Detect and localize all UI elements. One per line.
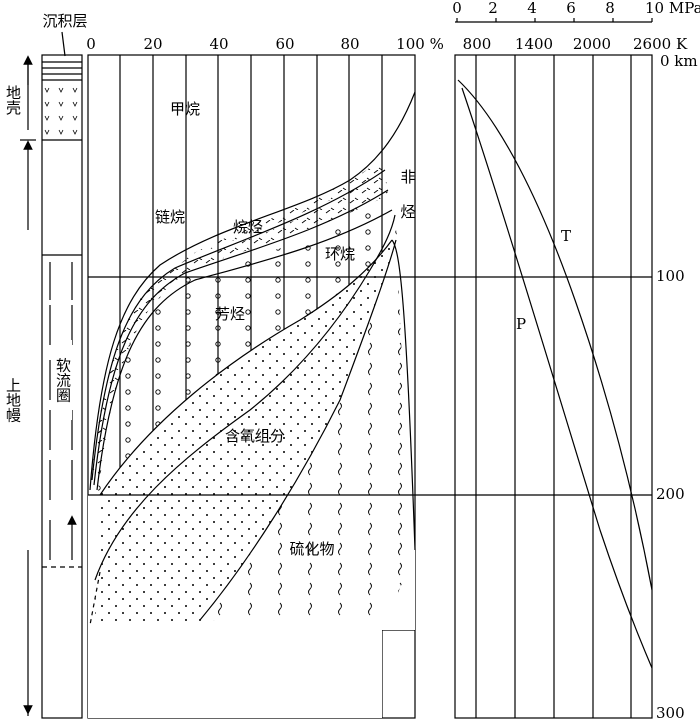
tick-label: 10 MPa: [645, 0, 700, 17]
pt-panel: [454, 18, 653, 719]
region-label: 环烷: [325, 245, 355, 263]
tick-label: 8: [605, 0, 615, 17]
tick-label: 0 km: [660, 52, 698, 70]
tick-label: 0: [86, 35, 96, 53]
asthenosphere-label: 软流圈: [54, 358, 72, 403]
tick-label: 100: [656, 267, 685, 285]
curve-label: T: [561, 227, 571, 245]
region-label: 甲烷: [170, 100, 200, 118]
composition-panel: [87, 54, 416, 719]
strata-column: [20, 54, 83, 719]
tick-label: 100 %: [396, 35, 444, 53]
region-label: 非: [400, 168, 415, 186]
tick-label: 4: [527, 0, 537, 17]
tick-label: 2: [488, 0, 498, 17]
tick-label: 80: [340, 35, 359, 53]
crust-label: 地壳: [4, 85, 22, 116]
tick-label: 20: [143, 35, 162, 53]
region-label: 硫化物: [289, 540, 334, 558]
tick-label: 300: [656, 704, 685, 722]
tick-label: 800: [463, 35, 492, 53]
region-label: 含氧组分: [225, 427, 285, 445]
tick-label: 2000: [573, 35, 611, 53]
tick-label: 2600 K: [633, 35, 688, 53]
temperature-ticks: 800 1400 2000 2600 K: [463, 35, 688, 53]
sediment-label: 沉积层: [42, 12, 87, 30]
region-label: 芳烃: [215, 305, 245, 323]
curve-label: P: [516, 315, 526, 333]
tick-label: 6: [566, 0, 576, 17]
tick-label: 0: [452, 0, 462, 17]
tick-label: 1400: [515, 35, 553, 53]
tick-label: 40: [209, 35, 228, 53]
tick-label: 60: [275, 35, 294, 53]
region-label: 烃: [400, 203, 415, 221]
depth-ticks: 0 km 100 200 300: [656, 52, 698, 722]
depth-line: [88, 276, 652, 496]
pressure-ticks: 0 2 4 6 8 10 MPa: [452, 0, 700, 17]
composition-ticks: 0 20 40 60 80 100 %: [86, 35, 444, 53]
region-label: 烷烃: [233, 218, 263, 236]
region-labels: 甲烷 链烷 烷烃 环烷 非 烃 芳烃 含氧组分 硫化物: [155, 100, 416, 558]
tick-label: 200: [656, 485, 685, 503]
mantle-label: 上地幔: [4, 378, 22, 423]
region-label: 链烷: [155, 208, 185, 226]
